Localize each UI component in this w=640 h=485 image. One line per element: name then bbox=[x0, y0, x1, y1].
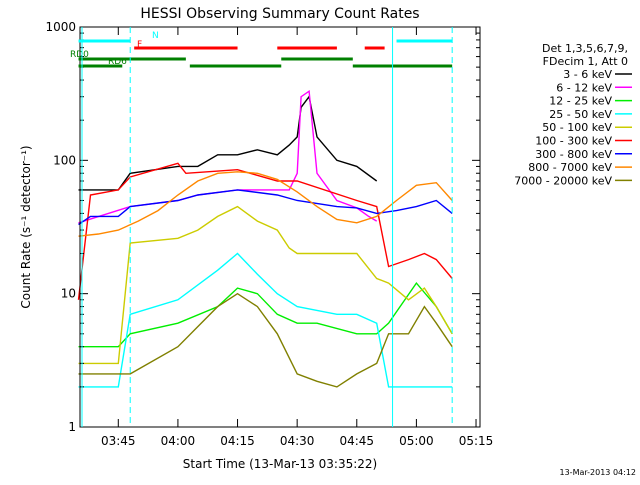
legend-entry-label: 3 - 6 keV bbox=[563, 68, 612, 81]
plot-frame bbox=[79, 26, 481, 428]
status-label-rd6: RD6 bbox=[108, 57, 127, 67]
legend-entry-label: 100 - 300 keV bbox=[535, 135, 612, 148]
legend-entry-label: 6 - 12 keV bbox=[556, 81, 612, 94]
series-line-6-12-kev bbox=[78, 89, 378, 224]
legend-entry-label: 12 - 25 keV bbox=[549, 95, 612, 108]
series-line-7000-20000-kev bbox=[78, 292, 453, 388]
y-tick-label: 100 bbox=[53, 153, 76, 167]
x-tick-label: 04:45 bbox=[339, 434, 374, 448]
legend-header: FDecim 1, Att 0 bbox=[543, 55, 628, 68]
legend-entry-label: 800 - 7000 keV bbox=[528, 161, 612, 174]
series-line-300-800-kev bbox=[78, 189, 453, 226]
legend-entry-label: 7000 - 20000 keV bbox=[514, 174, 612, 187]
x-axis-label: Start Time (13-Mar-13 03:35:22) bbox=[183, 457, 377, 471]
y-axis-label: Count Rate (s⁻¹ detector⁻¹) bbox=[19, 145, 33, 308]
status-label-f: F bbox=[137, 40, 142, 50]
legend-header: Det 1,3,5,6,7,9, bbox=[542, 42, 628, 55]
x-tick-label: 04:30 bbox=[280, 434, 315, 448]
status-label-n: N bbox=[152, 31, 159, 41]
series-line-100-300-kev bbox=[77, 162, 453, 300]
legend-entry-label: 300 - 800 keV bbox=[535, 148, 612, 161]
series-line-3-6-kev bbox=[78, 95, 378, 191]
x-tick-label: 03:45 bbox=[101, 434, 136, 448]
series-line-50-100-kev bbox=[78, 205, 453, 365]
legend-entry-label: 25 - 50 keV bbox=[549, 108, 612, 121]
y-tick-label: 10 bbox=[61, 287, 76, 301]
x-tick-label: 05:15 bbox=[459, 434, 494, 448]
x-tick-label: 05:00 bbox=[399, 434, 434, 448]
y-tick-label: 1 bbox=[68, 420, 76, 434]
y-tick-label: 1000 bbox=[45, 20, 76, 34]
legend-entry-label: 50 - 100 keV bbox=[542, 121, 612, 134]
series-line-25-50-kev bbox=[78, 252, 453, 388]
x-tick-label: 04:00 bbox=[161, 434, 196, 448]
series-line-12-25-kev bbox=[78, 281, 453, 348]
footer-date: 13-Mar-2013 04:12 bbox=[560, 468, 637, 477]
series-line-800-7000-kev bbox=[78, 171, 453, 237]
x-tick-label: 04:15 bbox=[220, 434, 255, 448]
status-label-rd0: RD0 bbox=[70, 50, 89, 60]
chart-title: HESSI Observing Summary Count Rates bbox=[140, 6, 419, 22]
